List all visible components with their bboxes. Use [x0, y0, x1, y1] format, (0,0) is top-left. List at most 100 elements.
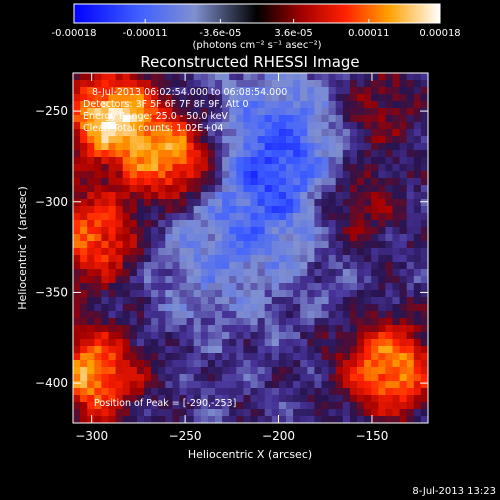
heatmap-cell	[385, 220, 394, 228]
x-tick-label: −200	[262, 429, 295, 443]
heatmap-cell	[385, 346, 394, 354]
heatmap-cell	[222, 101, 230, 109]
heatmap-cell	[250, 206, 259, 214]
heatmap-cell	[165, 115, 173, 123]
heatmap-cell	[328, 360, 337, 368]
heatmap-cell	[307, 304, 315, 312]
heatmap-cell	[144, 73, 152, 81]
heatmap-cell	[80, 276, 88, 284]
heatmap-cell	[179, 346, 188, 354]
heatmap-cell	[115, 227, 124, 235]
heatmap-cell	[314, 234, 323, 242]
heatmap-cell	[179, 241, 188, 249]
heatmap-cell	[399, 241, 408, 249]
heatmap-cell	[257, 136, 266, 144]
heatmap-cell	[122, 276, 131, 284]
heatmap-cell	[378, 276, 386, 284]
heatmap-cell	[342, 416, 351, 423]
heatmap-cell	[357, 297, 365, 305]
heatmap-cell	[87, 388, 95, 396]
heatmap-cell	[250, 304, 259, 312]
heatmap-cell	[364, 269, 372, 277]
heatmap-cell	[229, 332, 237, 340]
heatmap-cell	[229, 157, 237, 165]
heatmap-cell	[406, 262, 415, 270]
heatmap-cell	[378, 206, 386, 214]
heatmap-cell	[186, 248, 195, 256]
heatmap-cell	[207, 227, 216, 235]
heatmap-cell	[293, 297, 301, 305]
heatmap-cell	[144, 220, 152, 228]
heatmap-cell	[94, 318, 102, 326]
heatmap-cell	[420, 409, 428, 417]
heatmap-cell	[349, 157, 358, 165]
heatmap-cell	[328, 108, 337, 116]
heatmap-cell	[151, 402, 159, 410]
heatmap-cell	[108, 409, 117, 417]
heatmap-cell	[122, 332, 131, 340]
heatmap-cell	[193, 227, 202, 235]
heatmap-cell	[357, 227, 365, 235]
heatmap-cell	[80, 318, 88, 326]
heatmap-cell	[385, 339, 394, 347]
heatmap-cell	[165, 199, 173, 207]
heatmap-cell	[94, 108, 102, 116]
heatmap-cell	[172, 220, 181, 228]
heatmap-cell	[186, 143, 195, 151]
heatmap-cell	[193, 304, 202, 312]
heatmap-cell	[151, 178, 159, 186]
heatmap-cell	[286, 409, 294, 417]
heatmap-cell	[392, 374, 401, 382]
heatmap-cell	[115, 304, 124, 312]
heatmap-cell	[222, 290, 230, 298]
heatmap-cell	[236, 395, 244, 403]
heatmap-cell	[158, 304, 166, 312]
heatmap-cell	[413, 416, 422, 423]
heatmap-cell	[278, 262, 287, 270]
heatmap-cell	[122, 171, 131, 179]
heatmap-cell	[357, 276, 365, 284]
heatmap-cell	[399, 80, 408, 88]
heatmap-cell	[179, 73, 188, 81]
heatmap-cell	[371, 262, 379, 270]
heatmap-cell	[349, 353, 358, 361]
heatmap-cell	[207, 136, 216, 144]
heatmap-cell	[129, 374, 138, 382]
heatmap-cell	[328, 136, 337, 144]
heatmap-cell	[236, 374, 244, 382]
heatmap-cell	[371, 150, 379, 158]
heatmap-cell	[307, 248, 315, 256]
heatmap-cell	[193, 234, 202, 242]
heatmap-cell	[335, 115, 344, 123]
heatmap-cell	[136, 227, 145, 235]
heatmap-cell	[399, 283, 408, 291]
heatmap-cell	[80, 192, 88, 200]
heatmap-cell	[229, 304, 237, 312]
heatmap-cell	[278, 255, 287, 263]
heatmap-cell	[328, 388, 337, 396]
heatmap-cell	[385, 409, 394, 417]
heatmap-cell	[243, 276, 252, 284]
heatmap-cell	[413, 185, 422, 193]
heatmap-cell	[158, 262, 166, 270]
heatmap-cell	[200, 143, 209, 151]
heatmap-cell	[314, 290, 323, 298]
heatmap-cell	[207, 416, 216, 423]
heatmap-cell	[165, 416, 173, 423]
heatmap-cell	[257, 206, 266, 214]
heatmap-cell	[186, 220, 195, 228]
heatmap-cell	[222, 332, 230, 340]
heatmap-cell	[321, 339, 330, 347]
heatmap-cell	[357, 395, 365, 403]
heatmap-cell	[357, 360, 365, 368]
heatmap-cell	[300, 276, 308, 284]
heatmap-cell	[406, 304, 415, 312]
heatmap-cell	[307, 346, 315, 354]
heatmap-cell	[357, 269, 365, 277]
heatmap-cell	[151, 185, 159, 193]
heatmap-cell	[293, 101, 301, 109]
heatmap-cell	[172, 395, 181, 403]
heatmap-cell	[108, 73, 117, 81]
heatmap-cell	[378, 178, 386, 186]
heatmap-cell	[222, 150, 230, 158]
